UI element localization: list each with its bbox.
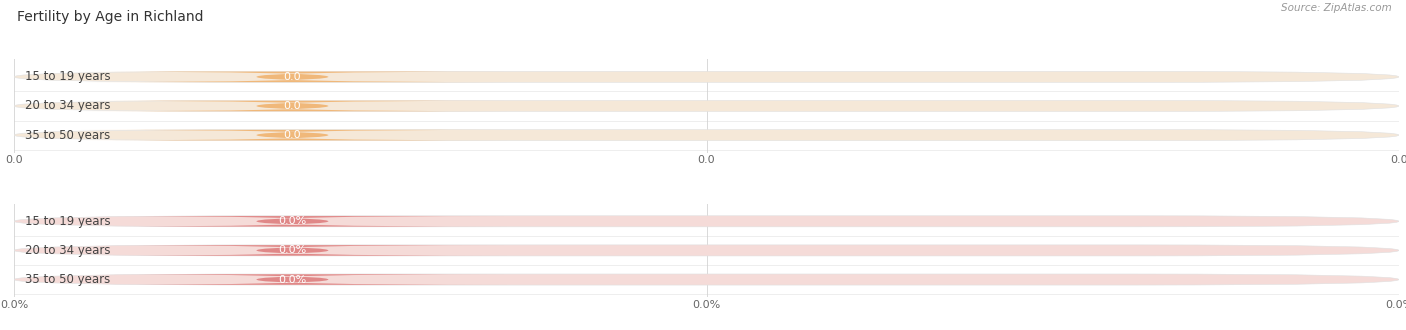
Text: 0.0%: 0.0% bbox=[278, 246, 307, 255]
Text: 0.0%: 0.0% bbox=[278, 216, 307, 226]
FancyBboxPatch shape bbox=[79, 101, 506, 111]
Text: 0.0%: 0.0% bbox=[278, 275, 307, 284]
FancyBboxPatch shape bbox=[14, 274, 1399, 285]
Text: 35 to 50 years: 35 to 50 years bbox=[25, 273, 111, 286]
FancyBboxPatch shape bbox=[14, 130, 1399, 141]
Text: 35 to 50 years: 35 to 50 years bbox=[25, 129, 111, 142]
Text: Fertility by Age in Richland: Fertility by Age in Richland bbox=[17, 10, 204, 24]
Text: Source: ZipAtlas.com: Source: ZipAtlas.com bbox=[1281, 3, 1392, 13]
Text: 0.0: 0.0 bbox=[284, 130, 301, 140]
FancyBboxPatch shape bbox=[14, 245, 1399, 256]
FancyBboxPatch shape bbox=[14, 100, 1399, 112]
FancyBboxPatch shape bbox=[79, 274, 506, 285]
Text: 20 to 34 years: 20 to 34 years bbox=[25, 244, 111, 257]
FancyBboxPatch shape bbox=[79, 130, 506, 140]
FancyBboxPatch shape bbox=[79, 216, 506, 226]
FancyBboxPatch shape bbox=[14, 216, 1399, 227]
Text: 15 to 19 years: 15 to 19 years bbox=[25, 215, 111, 228]
Text: 20 to 34 years: 20 to 34 years bbox=[25, 99, 111, 113]
Text: 0.0: 0.0 bbox=[284, 72, 301, 82]
Text: 15 to 19 years: 15 to 19 years bbox=[25, 70, 111, 83]
FancyBboxPatch shape bbox=[79, 72, 506, 82]
FancyBboxPatch shape bbox=[79, 245, 506, 256]
Text: 0.0: 0.0 bbox=[284, 101, 301, 111]
FancyBboxPatch shape bbox=[14, 71, 1399, 82]
